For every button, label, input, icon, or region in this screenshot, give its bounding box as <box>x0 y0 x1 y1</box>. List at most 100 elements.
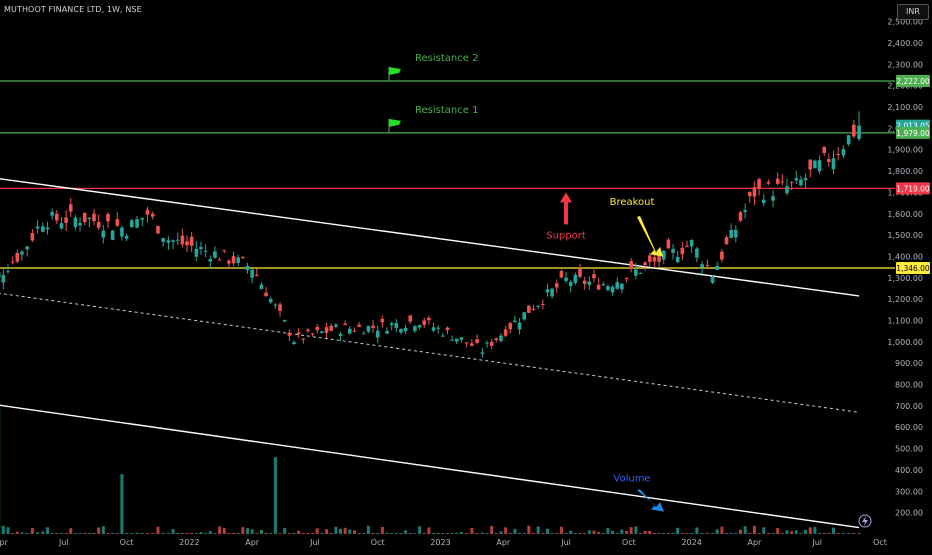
volume-bar <box>120 474 123 534</box>
candle-body <box>288 333 292 336</box>
candle-body <box>781 182 785 183</box>
candle-body <box>60 223 64 228</box>
candle-body <box>404 328 408 331</box>
volume-bar <box>818 533 821 534</box>
candle-body <box>739 212 743 220</box>
candle-body <box>381 319 385 322</box>
candle-body <box>418 325 422 327</box>
y-tick-label: 1,400.00 <box>887 252 923 261</box>
candle-body <box>601 284 605 285</box>
symbol-title: MUTHOOT FINANCE LTD, 1W, NSE <box>4 5 142 14</box>
y-tick-label: 700.00 <box>895 402 923 411</box>
candle-body <box>297 332 301 334</box>
volume-bar <box>348 530 351 534</box>
candle-body <box>376 331 380 338</box>
y-tick-label: 1,600.00 <box>887 210 923 219</box>
candle-body <box>325 327 329 333</box>
volume-bar <box>847 533 850 534</box>
volume-bar <box>162 533 165 534</box>
candle-body <box>292 342 296 344</box>
lightning-bolt-icon <box>862 516 868 526</box>
candle-body <box>606 286 610 290</box>
volume-bar <box>255 533 258 534</box>
candle-body <box>653 257 657 261</box>
volume-bar <box>26 533 29 534</box>
currency-button[interactable]: INR <box>897 4 929 20</box>
candle-body <box>725 237 729 244</box>
x-tick-label: Apr <box>0 538 9 547</box>
candle-body <box>371 326 375 328</box>
candle-body <box>339 334 343 336</box>
candle-body <box>135 219 139 227</box>
volume-bar <box>730 533 733 534</box>
volume-bar <box>330 533 333 534</box>
candle-body <box>222 250 226 251</box>
candle-body <box>847 135 851 144</box>
candle-body <box>432 327 436 330</box>
volume-bar <box>441 533 444 534</box>
candle-body <box>25 247 29 250</box>
candle-body <box>676 257 680 262</box>
volume-bar <box>658 533 661 534</box>
y-tick-label: 1,300.00 <box>887 274 923 283</box>
candle-body <box>597 285 601 290</box>
volume-bar <box>136 533 139 534</box>
volume-bar <box>237 533 240 534</box>
volume-bar <box>74 533 77 534</box>
volume-bar <box>690 533 693 534</box>
volume-bar <box>513 529 516 534</box>
candle-body <box>11 262 15 263</box>
volume-bar <box>386 533 389 534</box>
volume-bar <box>827 533 830 534</box>
candle-body <box>475 339 479 343</box>
candle-body <box>399 329 403 333</box>
candle-body <box>185 241 189 245</box>
volume-bar <box>311 533 314 534</box>
candle-body <box>408 315 412 321</box>
volume-bar <box>65 533 68 534</box>
candle-body <box>120 228 124 237</box>
volume-bar <box>667 533 670 534</box>
candle-body <box>711 276 715 282</box>
candle-body <box>329 326 333 331</box>
candle-body <box>465 342 469 343</box>
volume-bar <box>767 533 770 534</box>
candle-body <box>460 337 464 339</box>
candle-body <box>481 352 485 353</box>
candle-body <box>125 236 129 239</box>
resistance-2-flag-icon <box>389 67 401 75</box>
candle-body <box>427 318 431 320</box>
volume-bar <box>676 528 679 534</box>
y-tick-label: 500.00 <box>895 445 923 454</box>
volume-bar <box>460 532 463 534</box>
candle-body <box>625 278 629 279</box>
candle-body <box>195 249 199 257</box>
candle-body <box>50 212 54 216</box>
volume-bar <box>141 533 144 534</box>
volume-bar <box>111 533 114 534</box>
volume-bar <box>320 533 323 534</box>
support-arrow-icon <box>560 192 572 224</box>
candle-body <box>111 231 115 240</box>
volume-bar <box>125 533 128 534</box>
candle-body <box>83 213 87 222</box>
candle-body <box>634 270 638 276</box>
candle-body <box>513 321 517 322</box>
candle-body <box>348 329 352 334</box>
volume-bar <box>6 527 9 534</box>
candle-body <box>146 210 150 215</box>
candle-body <box>171 240 175 241</box>
candle-body <box>436 328 440 329</box>
volume-bar <box>353 530 356 534</box>
candle-body <box>450 340 454 341</box>
candle-body <box>232 256 236 263</box>
candle-body <box>213 251 217 257</box>
candle-body <box>527 306 531 313</box>
volume-bar <box>551 533 554 534</box>
volume-bar <box>60 533 63 534</box>
candle-body <box>320 331 324 333</box>
volume-bar <box>186 533 189 534</box>
